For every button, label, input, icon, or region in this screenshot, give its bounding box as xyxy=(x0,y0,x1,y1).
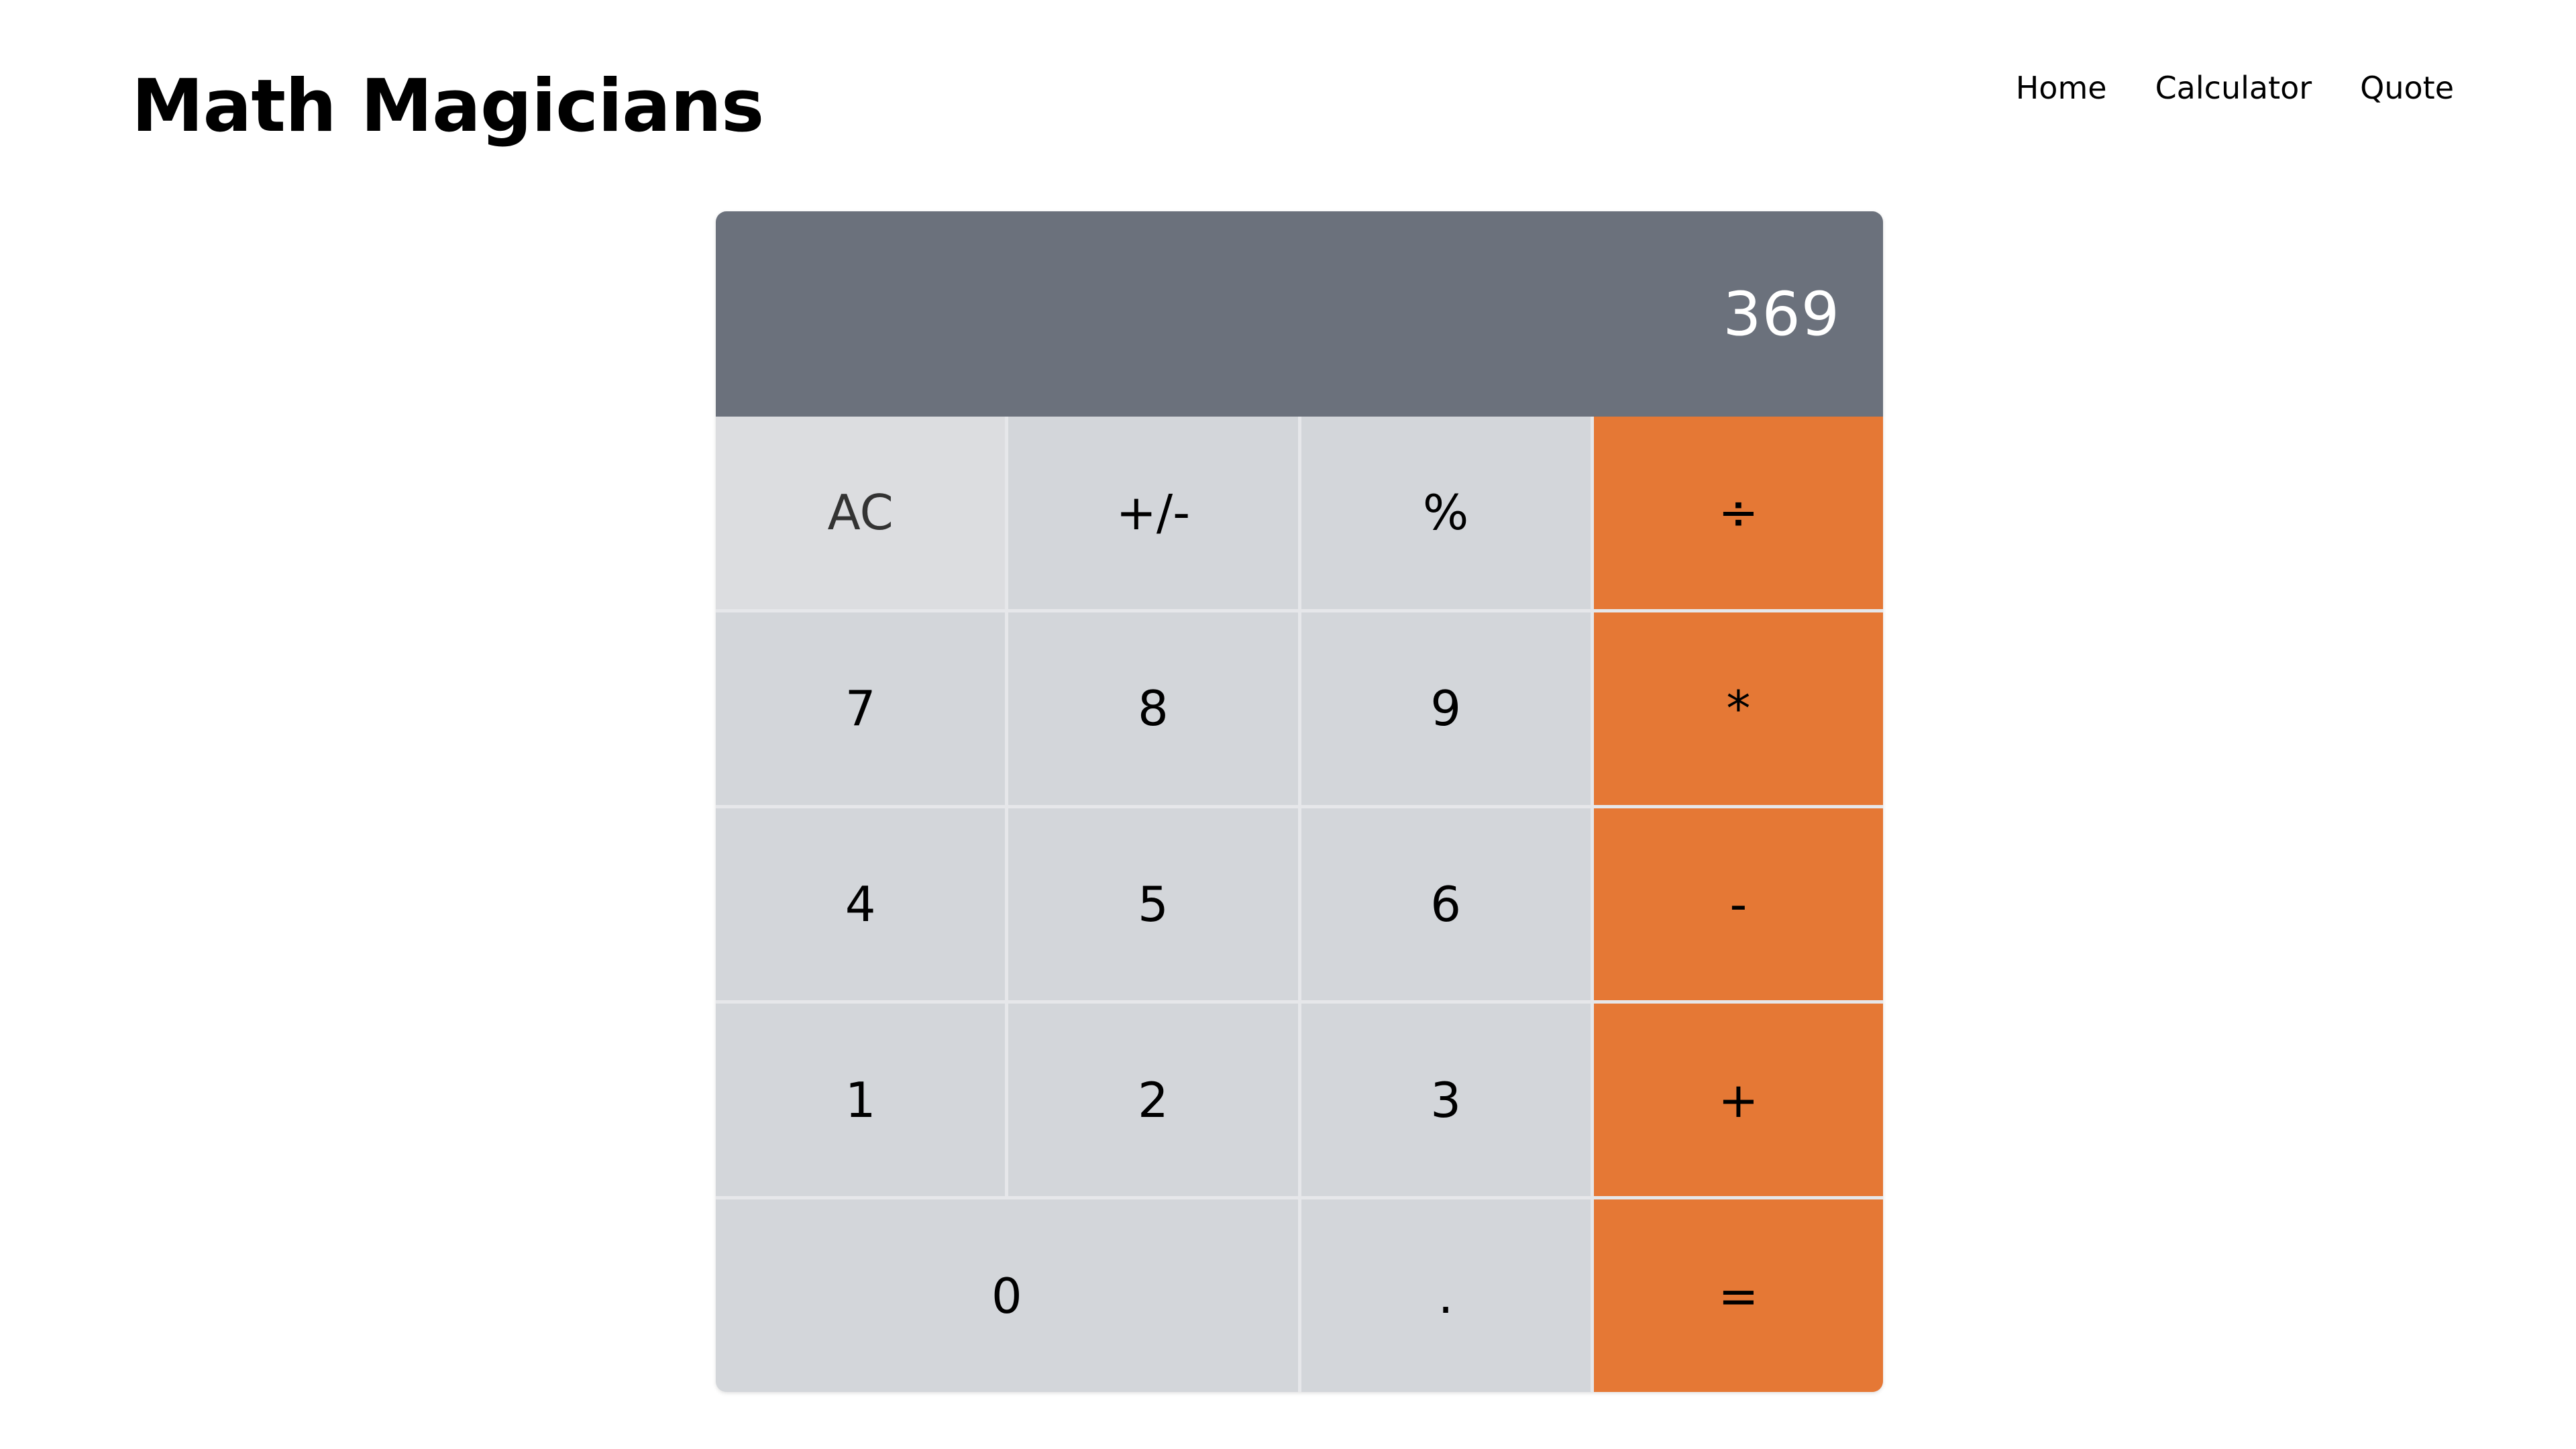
calculator-keypad: AC +/- % ÷ 7 8 9 * 4 5 6 - 1 2 3 + 0 . = xyxy=(716,417,1883,1392)
clear-button[interactable]: AC xyxy=(716,417,1006,609)
digit-3-button[interactable]: 3 xyxy=(1301,1004,1591,1197)
multiply-button[interactable]: * xyxy=(1593,612,1883,805)
subtract-button[interactable]: - xyxy=(1593,808,1883,1001)
sign-toggle-button[interactable]: +/- xyxy=(1008,417,1298,609)
equals-button[interactable]: = xyxy=(1593,1199,1883,1392)
calculator-display: 369 xyxy=(716,211,1883,417)
nav-calculator-link[interactable]: Calculator xyxy=(2155,70,2312,106)
percent-button[interactable]: % xyxy=(1301,417,1591,609)
header: Math Magicians Home Calculator Quote xyxy=(0,0,2576,188)
digit-8-button[interactable]: 8 xyxy=(1008,612,1298,805)
nav-quote-link[interactable]: Quote xyxy=(2360,70,2454,106)
digit-1-button[interactable]: 1 xyxy=(716,1004,1006,1197)
display-value: 369 xyxy=(1723,278,1840,350)
calculator: 369 AC +/- % ÷ 7 8 9 * 4 5 6 - 1 2 3 + 0… xyxy=(716,211,1883,1392)
nav-home-link[interactable]: Home xyxy=(2015,70,2107,106)
main-nav: Home Calculator Quote xyxy=(2016,70,2454,106)
decimal-button[interactable]: . xyxy=(1301,1199,1591,1392)
digit-7-button[interactable]: 7 xyxy=(716,612,1006,805)
digit-9-button[interactable]: 9 xyxy=(1301,612,1591,805)
digit-0-button[interactable]: 0 xyxy=(716,1199,1298,1392)
app-title: Math Magicians xyxy=(131,64,764,148)
digit-4-button[interactable]: 4 xyxy=(716,808,1006,1001)
add-button[interactable]: + xyxy=(1593,1004,1883,1197)
divide-button[interactable]: ÷ xyxy=(1593,417,1883,609)
digit-2-button[interactable]: 2 xyxy=(1008,1004,1298,1197)
digit-6-button[interactable]: 6 xyxy=(1301,808,1591,1001)
digit-5-button[interactable]: 5 xyxy=(1008,808,1298,1001)
